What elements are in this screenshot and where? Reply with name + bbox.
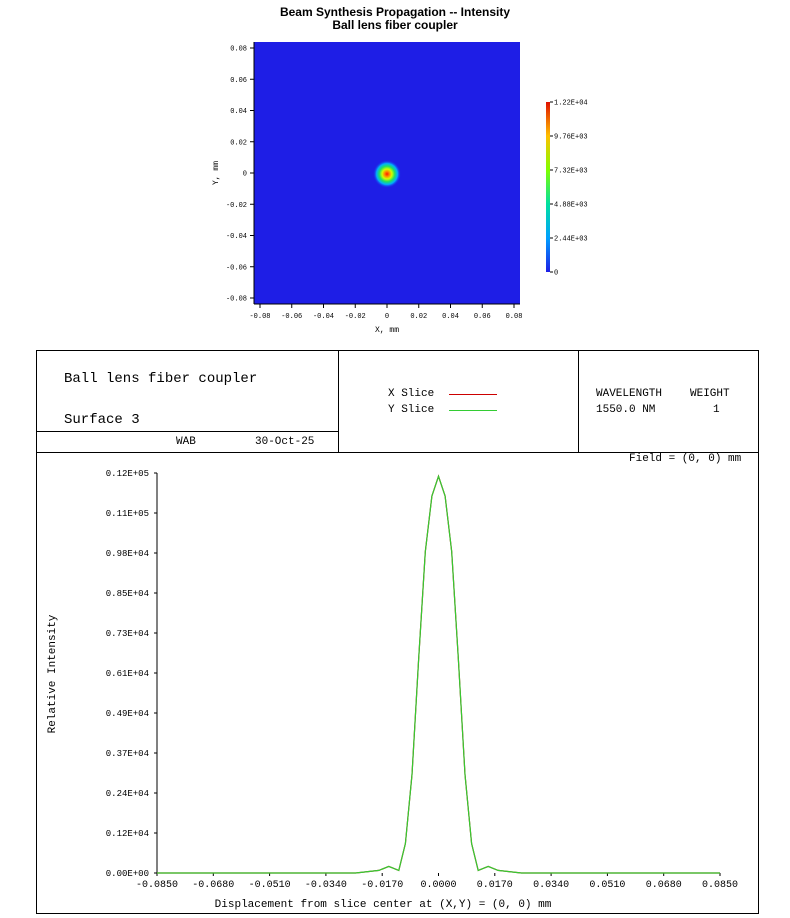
x-tick-label: -0.0680	[192, 880, 234, 891]
slice-axes: -0.0850 -0.0680 -0.0510 -0.0340 -0.0170 0.000…	[106, 469, 738, 891]
weight-value: 1	[713, 404, 720, 416]
y-tick-label: 0.85E+04	[106, 589, 149, 599]
slice-chart: -0.0850 -0.0680 -0.0510 -0.0340 -0.0170 0.000…	[47, 469, 738, 911]
map-y-tick-label: -0.08	[226, 296, 247, 304]
map-y-tick-label: 0.08	[230, 46, 247, 54]
info-surface: Surface 3	[64, 412, 140, 428]
slice-series	[157, 474, 720, 874]
y-tick-label: 0.24E+04	[106, 789, 149, 799]
y-tick-label: 0.11E+05	[106, 509, 149, 519]
map-x-tick-label: 0.06	[474, 313, 491, 321]
colorbar-tick-label: 2.44E+03	[554, 236, 588, 244]
map-x-tick-label: 0	[385, 313, 389, 321]
map-y-tick-label: -0.02	[226, 202, 247, 210]
map-x-tick-label: -0.04	[313, 313, 334, 321]
legend-x-slice: X Slice	[388, 388, 435, 400]
x-tick-label: -0.0850	[136, 880, 178, 891]
map-axes: -0.08 -0.06 -0.04 -0.02 0 0.02 0.04 0.06 0.08 0.0…	[212, 42, 522, 335]
y-axis-label: Relative Intensity	[47, 614, 59, 733]
colorbar-tick-label: 1.22E+04	[554, 100, 588, 108]
y-tick-label: 0.00E+00	[106, 869, 149, 879]
legend-y-line	[449, 410, 497, 411]
top-chart-title: Beam Synthesis Propagation -- Intensity	[279, 5, 511, 19]
y-tick-label: 0.12E+04	[106, 829, 149, 839]
wavelength-header: WAVELENGTH	[596, 388, 663, 400]
colorbar-ticks: 1.22E+04 9.76E+03 7.32E+03 4.88E+03 2.44E+03…	[550, 100, 588, 278]
info-title: Ball lens fiber coupler	[64, 371, 258, 387]
divider	[37, 452, 758, 453]
divider	[37, 431, 338, 432]
map-x-axis-label: X, mm	[375, 326, 399, 335]
beam-spot	[373, 160, 401, 188]
y-tick-label: 0.73E+04	[106, 629, 149, 639]
divider	[578, 351, 579, 452]
map-y-tick-label: -0.04	[226, 233, 247, 241]
weight-header: WEIGHT	[690, 388, 730, 400]
map-y-tick-label: 0.02	[230, 139, 247, 147]
x-tick-label: 0.0000	[420, 880, 456, 891]
colorbar-tick-label: 0	[554, 270, 558, 278]
colorbar-tick-label: 9.76E+03	[554, 134, 588, 142]
colorbar-tick-label: 7.32E+03	[554, 168, 588, 176]
x-tick-label: 0.0850	[702, 880, 738, 891]
x-tick-label: 0.0510	[589, 880, 625, 891]
map-x-tick-label: 0.08	[506, 313, 523, 321]
map-x-tick-label: 0.04	[442, 313, 459, 321]
info-user: WAB	[176, 436, 196, 448]
x-axis-label: Displacement from slice center at (X,Y) …	[215, 899, 552, 911]
x-tick-label: 0.0680	[646, 880, 682, 891]
field-label: Field = (0, 0) mm	[629, 453, 742, 465]
map-y-tick-label: -0.06	[226, 264, 247, 272]
map-y-tick-label: 0.04	[230, 108, 247, 116]
wavelength-value: 1550.0 NM	[596, 404, 656, 416]
y-tick-label: 0.98E+04	[106, 549, 149, 559]
series-line-y-slice	[157, 474, 720, 874]
y-tick-label: 0.37E+04	[106, 749, 149, 759]
series-line-x-slice	[157, 474, 720, 874]
x-tick-label: -0.0340	[305, 880, 347, 891]
top-chart-subtitle: Ball lens fiber coupler	[332, 18, 458, 32]
x-tick-label: 0.0170	[477, 880, 513, 891]
map-x-tick-label: 0.02	[410, 313, 427, 321]
legend-y-slice: Y Slice	[388, 404, 435, 416]
x-tick-label: -0.0510	[249, 880, 291, 891]
map-y-tick-label: 0	[243, 171, 247, 179]
y-tick-label: 0.61E+04	[106, 669, 149, 679]
intensity-map: -0.08 -0.06 -0.04 -0.02 0 0.02 0.04 0.06 0.08 0.0…	[212, 42, 588, 335]
x-tick-label: -0.0170	[361, 880, 403, 891]
colorbar	[546, 102, 550, 272]
map-y-axis-label: Y, mm	[212, 161, 221, 185]
y-tick-label: 0.12E+05	[106, 469, 149, 479]
divider	[338, 351, 339, 452]
legend-x-line	[449, 394, 497, 395]
map-y-tick-label: 0.06	[230, 77, 247, 85]
x-tick-label: 0.0340	[533, 880, 569, 891]
slice-panel: Ball lens fiber coupler Surface 3 WAB 30…	[36, 350, 759, 914]
map-x-tick-label: -0.02	[345, 313, 366, 321]
colorbar-tick-label: 4.88E+03	[554, 202, 588, 210]
map-x-tick-label: -0.06	[281, 313, 302, 321]
y-tick-label: 0.49E+04	[106, 709, 149, 719]
info-date: 30-Oct-25	[255, 436, 315, 448]
map-x-tick-label: -0.08	[249, 313, 270, 321]
